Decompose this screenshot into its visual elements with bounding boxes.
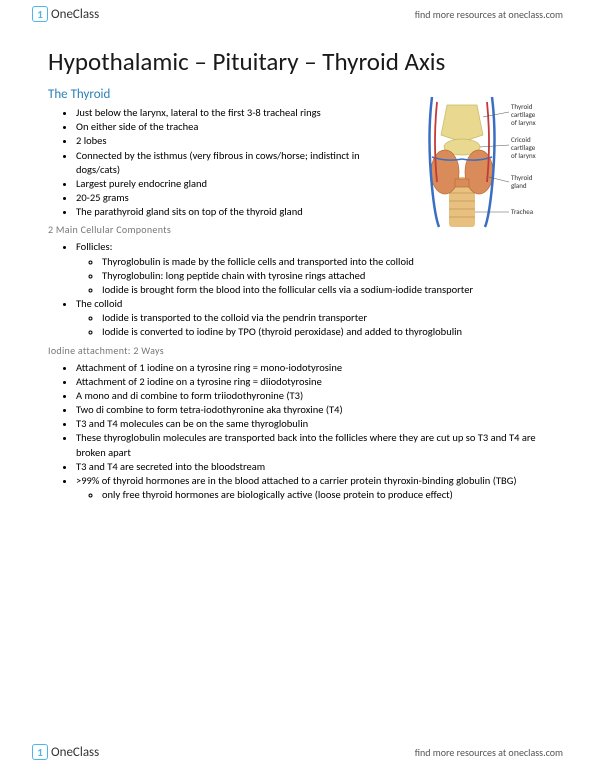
brand-name: OneClass [51, 7, 99, 22]
diagram-label-cricoid-cartilage: Cricoidcartilageof larynx [511, 135, 536, 160]
iodine-attachment-list: Attachment of 1 iodine on a tyrosine rin… [48, 361, 547, 503]
footer: 1 OneClass find more resources at onecla… [0, 738, 595, 766]
list-item: Thyroglobulin: long peptide chain with t… [102, 269, 547, 283]
list-item: 20-25 grams [76, 191, 369, 205]
brand-logo-footer: 1 OneClass [32, 744, 99, 760]
list-item: A mono and di combine to form triiodothy… [76, 389, 547, 403]
list-item: Attachment of 1 iodine on a tyrosine rin… [76, 361, 547, 375]
list-item: Connected by the isthmus (very fibrous i… [76, 149, 369, 177]
list-item: Just below the larynx, lateral to the fi… [76, 106, 369, 120]
list-item: Iodide is transported to the colloid via… [102, 311, 547, 325]
list-item: On either side of the trachea [76, 120, 369, 134]
list-item: Iodide is brought form the blood into th… [102, 283, 547, 297]
logo-icon: 1 [32, 6, 48, 22]
list-item: These thyroglobulin molecules are transp… [76, 431, 547, 459]
list-item-label: >99% of thyroid hormones are in the bloo… [76, 474, 517, 487]
brand-name: OneClass [51, 745, 99, 760]
thyroid-anatomy-diagram: Thyroidcartilageof larynx Cricoidcartila… [377, 87, 547, 232]
cellular-components-list: Follicles: Thyroglobulin is made by the … [48, 240, 547, 339]
document-body: Hypothalamic – Pituitary – Thyroid Axis … [0, 28, 595, 502]
list-item: T3 and T4 molecules can be on the same t… [76, 417, 547, 431]
subheading-iodine: Iodine attachment: 2 Ways [48, 344, 547, 357]
header-tagline: find more resources at oneclass.com [415, 8, 563, 21]
list-item: Two di combine to form tetra-iodothyroni… [76, 403, 547, 417]
list-item: >99% of thyroid hormones are in the bloo… [76, 474, 547, 502]
list-item: 2 lobes [76, 134, 369, 148]
subheading-cellular: 2 Main Cellular Components [48, 223, 369, 236]
brand-logo: 1 OneClass [32, 6, 99, 22]
list-item: The parathyroid gland sits on top of the… [76, 205, 369, 219]
diagram-label-trachea: Trachea [511, 207, 533, 216]
list-item: Thyroglobulin is made by the follicle ce… [102, 255, 547, 269]
diagram-label-thyroid-cartilage: Thyroidcartilageof larynx [511, 102, 536, 127]
list-item-label: Follicles: [76, 240, 112, 253]
list-item-label: The colloid [76, 297, 122, 310]
diagram-label-thyroid-gland: Thyroidgland [511, 173, 533, 190]
list-item: Follicles: Thyroglobulin is made by the … [76, 240, 547, 297]
footer-tagline: find more resources at oneclass.com [415, 746, 563, 759]
thyroid-bullets: Just below the larynx, lateral to the fi… [48, 106, 369, 219]
list-item: only free thyroid hormones are biologica… [102, 488, 547, 502]
page-title: Hypothalamic – Pituitary – Thyroid Axis [48, 46, 547, 77]
list-item: Largest purely endocrine gland [76, 177, 369, 191]
list-item: Attachment of 2 iodine on a tyrosine rin… [76, 375, 547, 389]
list-item: T3 and T4 are secreted into the bloodstr… [76, 460, 547, 474]
list-item: The colloid Iodide is transported to the… [76, 297, 547, 340]
section-heading-thyroid: The Thyroid [48, 87, 369, 102]
header: 1 OneClass find more resources at onecla… [0, 0, 595, 28]
logo-icon: 1 [32, 744, 48, 760]
list-item: Iodide is converted to iodine by TPO (th… [102, 325, 547, 339]
